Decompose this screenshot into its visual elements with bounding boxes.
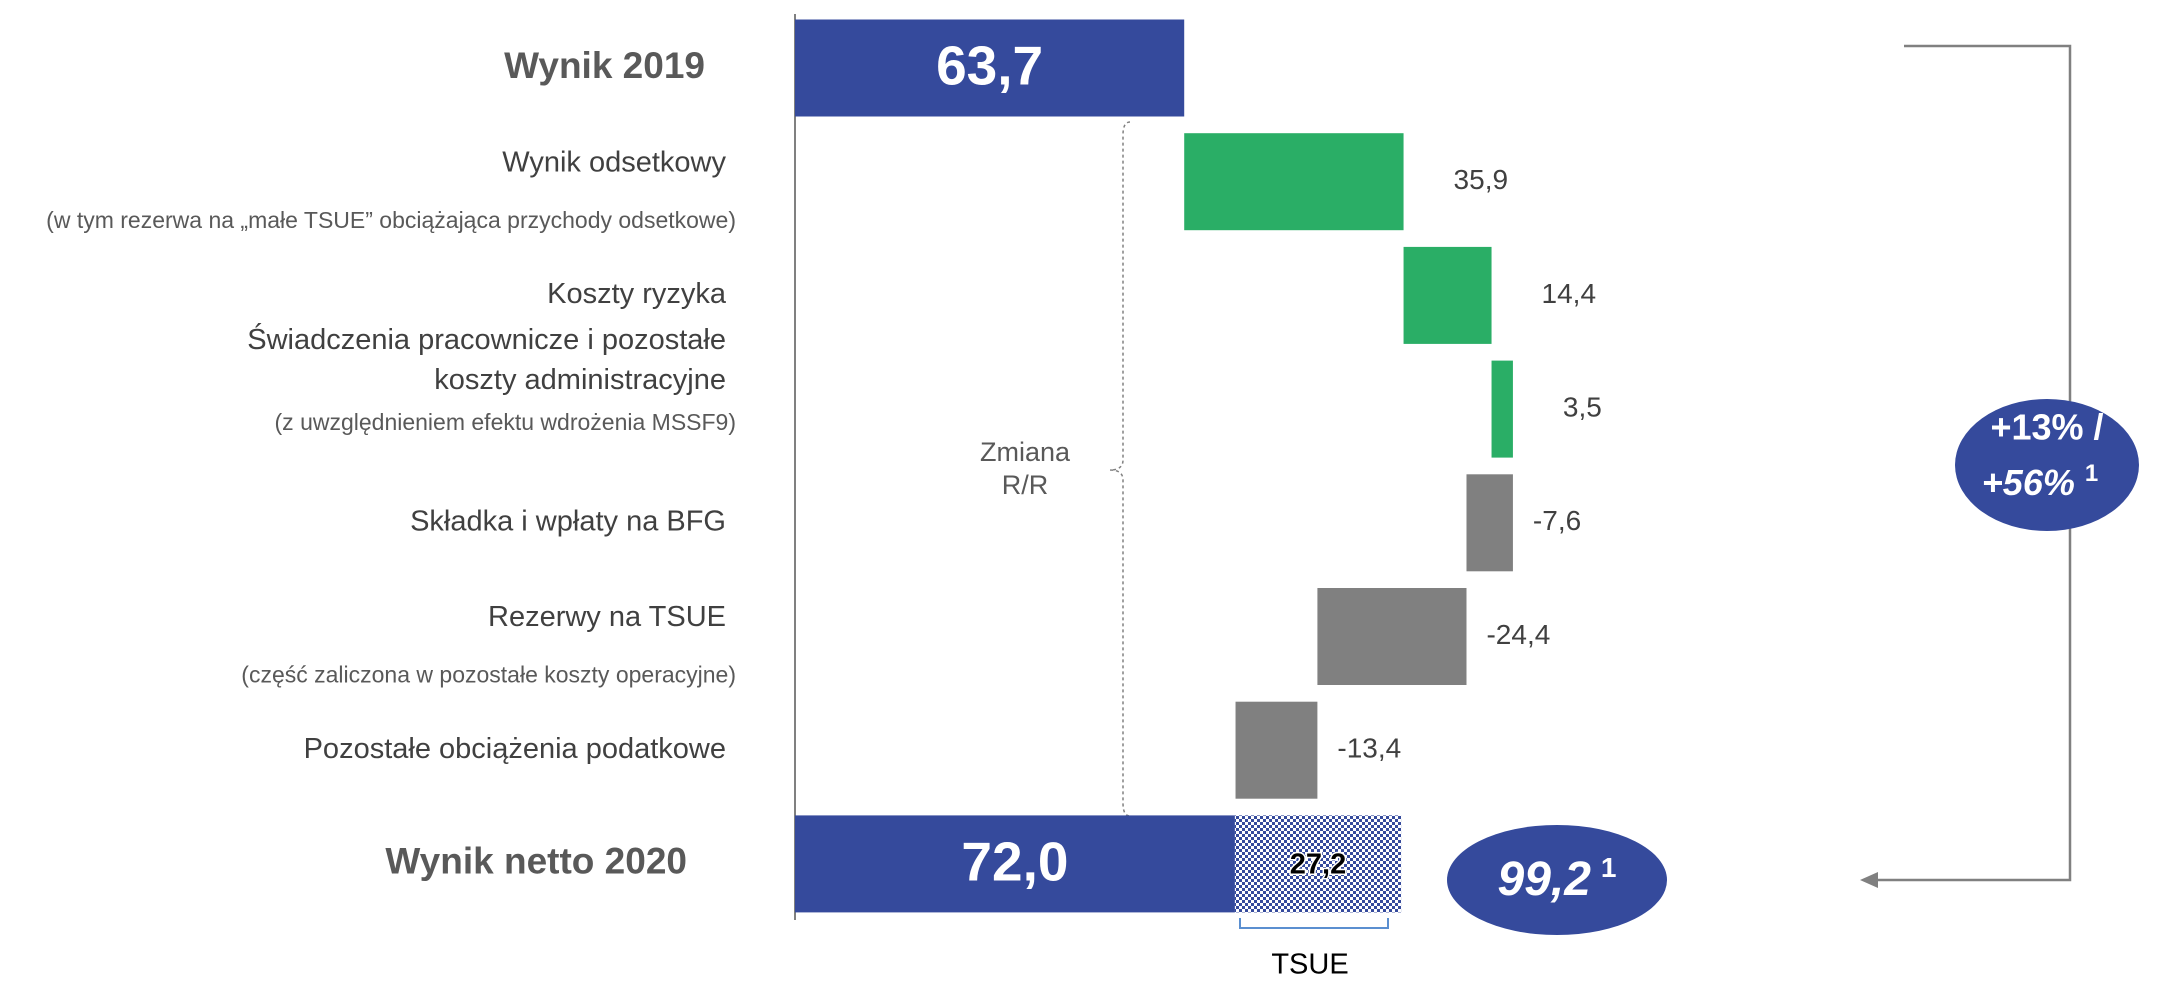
category-label: Rezerwy na TSUE: [488, 601, 726, 633]
adjustment-value: 27,2: [1290, 849, 1346, 881]
adjusted-total: 99,2 1: [1498, 852, 1617, 905]
bar: [1184, 133, 1404, 231]
category-label: Składka i wpłaty na BFG: [410, 505, 726, 537]
category-label: Pozostałe obciążenia podatkowe: [304, 733, 726, 765]
value-label: 72,0: [961, 830, 1068, 892]
change-badge: [1955, 399, 2139, 531]
category-note: (w tym rezerwa na „małe TSUE” obciążając…: [46, 207, 736, 233]
bar: [1466, 474, 1513, 572]
adjustment-label: TSUE: [1271, 949, 1348, 981]
change-label: +56% 1: [1982, 460, 2098, 502]
arrow-head: [1860, 872, 1878, 888]
category-label: Wynik odsetkowy: [502, 146, 726, 178]
category-label: Wynik netto 2020: [385, 841, 687, 882]
tsue-brace: [1239, 918, 1389, 929]
adjustment-bar: [1234, 815, 1402, 913]
value-label: 3,5: [1563, 391, 1602, 422]
value-label: 63,7: [936, 35, 1043, 97]
value-label: 14,4: [1542, 278, 1597, 309]
category-label: Świadczenia pracownicze i pozostałe koszt…: [247, 322, 726, 396]
value-label: -24,4: [1486, 619, 1550, 650]
value-label: 35,9: [1454, 164, 1509, 195]
category-note: (część zaliczona w pozostałe koszty oper…: [241, 662, 736, 688]
bracket-label: Zmiana: [980, 437, 1071, 467]
value-label: -7,6: [1533, 505, 1581, 536]
bar: [795, 815, 1235, 913]
change-label: +13% /: [1990, 407, 2103, 448]
bar: [795, 19, 1185, 117]
bracket-label: R/R: [1002, 470, 1049, 500]
value-label: -13,4: [1337, 733, 1401, 764]
footnote: 1: [2085, 460, 2098, 487]
bar: [1235, 701, 1318, 799]
category-label: Wynik 2019: [504, 45, 705, 86]
category-label: Koszty ryzyka: [547, 278, 727, 310]
footnote: 1: [1601, 852, 1617, 883]
bar: [1491, 360, 1513, 458]
adjusted-total-badge: [1447, 825, 1667, 935]
bracket: [1109, 121, 1131, 817]
category-note: (z uwzględnieniem efektu wdrożenia MSSF9…: [275, 409, 736, 435]
adjusted-total-value: 99,2: [1498, 853, 1592, 906]
bar: [1317, 588, 1467, 685]
change-value: +56%: [1982, 462, 2075, 503]
bar: [1403, 246, 1492, 344]
